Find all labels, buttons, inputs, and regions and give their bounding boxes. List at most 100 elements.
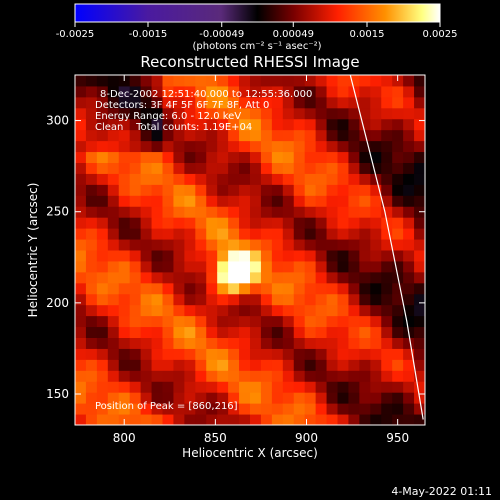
heat-cell: [140, 315, 153, 328]
heat-cell: [228, 293, 240, 306]
heat-cell: [151, 304, 163, 317]
heat-cell: [85, 228, 98, 240]
heat-cell: [239, 151, 251, 163]
heat-cell: [85, 107, 98, 120]
heat-cell: [129, 140, 142, 153]
heat-cell: [392, 348, 404, 360]
heat-cell: [162, 140, 174, 153]
heat-cell: [96, 151, 109, 163]
heat-cell: [129, 118, 142, 131]
heat-cell: [304, 282, 317, 295]
heat-cell: [271, 326, 284, 338]
plot-frame: [74, 74, 426, 426]
y-tick-label: 300: [46, 114, 69, 128]
heat-cell: [250, 107, 262, 120]
heat-cell: [392, 195, 404, 207]
heat-cell: [162, 250, 174, 262]
heat-cell: [293, 370, 306, 382]
heat-cell: [250, 195, 262, 207]
heat-cell: [250, 337, 262, 349]
heat-cell: [151, 403, 163, 415]
heat-cell: [151, 392, 163, 404]
heat-cell: [184, 239, 196, 251]
heat-cell: [195, 206, 207, 218]
heat-cell: [250, 381, 262, 393]
heat-cell: [107, 359, 120, 371]
heat-cell: [326, 85, 338, 98]
heat-cell: [96, 337, 109, 349]
heat-cell: [370, 184, 382, 196]
heat-cell: [184, 337, 196, 349]
heat-cell: [173, 370, 185, 382]
heat-cell: [359, 403, 371, 415]
heat-cell: [173, 239, 185, 251]
heat-cell: [370, 348, 382, 360]
heat-cell: [140, 260, 153, 273]
heat-cell: [337, 239, 349, 251]
heat-cell: [195, 96, 207, 109]
heat-cell: [184, 370, 196, 382]
heat-cell: [348, 315, 360, 328]
heat-cell: [162, 271, 174, 284]
heat-cell: [392, 370, 404, 382]
heat-cell: [107, 370, 120, 382]
heat-cell: [217, 206, 229, 218]
heat-cell: [348, 271, 360, 284]
heat-cell: [326, 206, 338, 218]
heat-cell: [151, 348, 163, 360]
heat-cell: [184, 75, 196, 87]
heat-cell: [315, 326, 328, 338]
heat-cell: [304, 85, 317, 98]
heat-cell: [370, 403, 382, 415]
heat-cell: [414, 162, 425, 174]
heat-cell: [85, 173, 98, 185]
x-axis-label: Heliocentric X (arcsec): [182, 446, 318, 460]
heat-cell: [304, 217, 317, 229]
heat-cell: [403, 75, 415, 87]
heat-cell: [129, 282, 142, 295]
heat-cell: [173, 392, 185, 404]
heat-cell: [228, 96, 240, 109]
heat-cell: [250, 151, 262, 163]
heat-cell: [304, 381, 317, 393]
heat-cell: [85, 381, 98, 393]
heat-cell: [282, 239, 295, 251]
heat-cell: [140, 304, 153, 317]
heat-cell: [315, 75, 328, 87]
heat-cell: [239, 359, 251, 371]
heat-cell: [282, 206, 295, 218]
heat-cell: [414, 217, 425, 229]
heat-cell: [228, 173, 240, 185]
heat-cell: [96, 293, 109, 306]
heat-cell: [315, 85, 328, 98]
heat-cell: [381, 250, 393, 262]
heat-cell: [359, 260, 371, 273]
heat-cell: [206, 228, 218, 240]
heat-cell: [304, 315, 317, 328]
heat-cell: [326, 359, 338, 371]
heat-cell: [282, 184, 295, 196]
heat-cell: [75, 173, 87, 185]
heat-cell: [162, 118, 174, 131]
heat-cell: [282, 107, 295, 120]
heat-cell: [293, 129, 306, 142]
heat-cell: [96, 359, 109, 371]
heat-cell: [96, 403, 109, 415]
heat-cell: [260, 217, 273, 229]
heat-cell: [107, 271, 120, 284]
heat-cell: [403, 217, 415, 229]
heat-cell: [75, 85, 87, 98]
heat-cell: [239, 75, 251, 87]
heat-cell: [173, 359, 185, 371]
heat-cell: [250, 359, 262, 371]
heat-cell: [118, 184, 131, 196]
heat-cell: [173, 75, 185, 87]
heat-cell: [206, 250, 218, 262]
heat-cell: [315, 370, 328, 382]
heat-cell: [162, 282, 174, 295]
heat-cell: [96, 326, 109, 338]
heat-cell: [228, 348, 240, 360]
heat-cell: [304, 228, 317, 240]
heat-cell: [162, 370, 174, 382]
